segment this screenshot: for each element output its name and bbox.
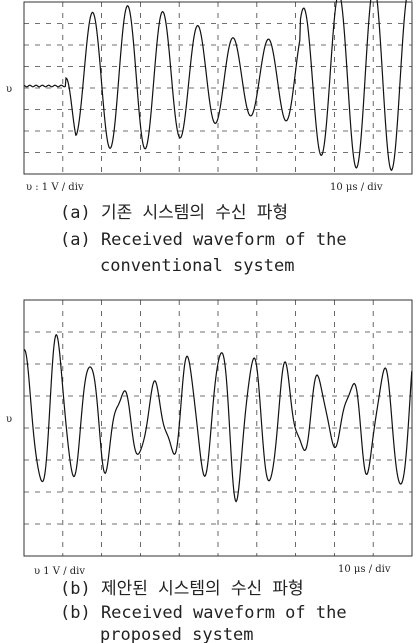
caption-en: (a) Received waveform of the: [60, 230, 347, 250]
caption-ko: (a) 기존 시스템의 수신 파형: [60, 203, 288, 223]
caption-en: proposed system: [100, 625, 254, 643]
oscilloscope-b: υ υ 1 V / div 10 μs / div (b) 제안된 시스템의 수…: [6, 300, 412, 643]
scale-right: 10 μs / div: [330, 182, 383, 193]
caption-ko: (b) 제안된 시스템의 수신 파형: [60, 579, 304, 599]
y-label: υ: [6, 414, 12, 425]
figure: υ υ : 1 V / div 10 μs / div (a) 기존 시스템의 …: [0, 0, 420, 643]
scale-left: υ 1 V / div: [34, 566, 85, 577]
scale-right: 10 μs / div: [338, 564, 391, 575]
scale-left: υ : 1 V / div: [26, 182, 84, 193]
oscilloscope-a: υ υ : 1 V / div 10 μs / div (a) 기존 시스템의 …: [6, 0, 412, 276]
page: {"figures": [ {"y_label": "υ", "scale_le…: [0, 0, 420, 643]
y-label: υ: [6, 84, 12, 95]
caption-en: conventional system: [100, 256, 294, 276]
caption-en: (b) Received waveform of the: [60, 603, 347, 623]
